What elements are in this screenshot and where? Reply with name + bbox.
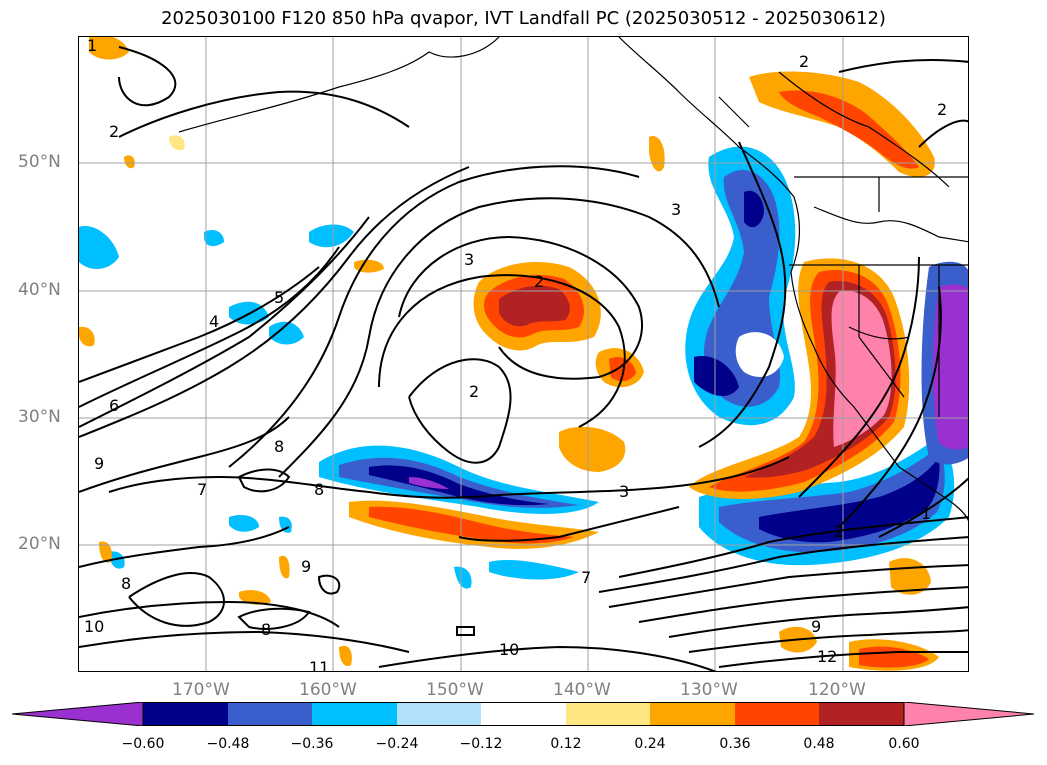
- colorbar-tick: 0.24: [634, 736, 666, 752]
- positive-anomaly-shading: [79, 37, 939, 671]
- contour-label: 1: [87, 37, 97, 55]
- latitude-label: 20°N: [18, 534, 61, 554]
- colorbar-tick: −0.24: [375, 736, 419, 752]
- contour-label: 2: [469, 382, 479, 401]
- contour-label: 4: [209, 312, 219, 331]
- latitude-label: 40°N: [18, 280, 61, 300]
- longitude-label: 160°W: [299, 680, 357, 700]
- contour-label: 2: [534, 272, 544, 291]
- contour-label: 8: [314, 480, 324, 499]
- colorbar: [11, 701, 1035, 727]
- colorbar-segment: [735, 702, 819, 726]
- contour-label: 3: [619, 482, 629, 501]
- longitude-label: 150°W: [426, 680, 484, 700]
- latitude-label: 30°N: [18, 407, 61, 427]
- contour-label: 3: [671, 200, 681, 219]
- contour-label: 9: [811, 617, 821, 636]
- colorbar-tick: −0.36: [290, 736, 334, 752]
- figure-title: 2025030100 F120 850 hPa qvapor, IVT Land…: [161, 8, 886, 29]
- contour-labels: 1 2 2 2 2 2 3 3 3 4 5 6 7 7 8 8 8 8 9 9 …: [84, 37, 947, 672]
- contour-label: 8: [274, 437, 284, 456]
- colorbar-tick: −0.12: [459, 736, 503, 752]
- contour-label: 9: [94, 454, 104, 473]
- contours: [79, 46, 968, 671]
- colorbar-tick: −0.48: [206, 736, 250, 752]
- latitude-label: 50°N: [18, 152, 61, 172]
- colorbar-segment: [312, 702, 397, 726]
- colorbar-segment: [566, 702, 650, 726]
- colorbar-tick: 0.60: [888, 736, 920, 752]
- colorbar-extend-max: [903, 701, 1035, 727]
- contour-label: 10: [84, 617, 104, 636]
- colorbar-tick: −0.60: [121, 736, 165, 752]
- longitude-label: 120°W: [808, 680, 866, 700]
- contour-label: 2: [937, 100, 947, 119]
- colorbar-segment: [228, 702, 312, 726]
- map-panel: 1 2 2 2 2 2 3 3 3 4 5 6 7 7 8 8 8 8 9 9 …: [78, 36, 969, 672]
- contour-label: 5: [274, 288, 284, 307]
- longitude-label: 170°W: [172, 680, 230, 700]
- contour-label: 12: [817, 647, 837, 666]
- colorbar-tick: 0.48: [803, 736, 835, 752]
- contour-label: 11: [309, 658, 329, 672]
- contour-label: 1: [921, 504, 931, 523]
- colorbar-segment: [819, 702, 904, 726]
- contour-label: 7: [197, 480, 207, 499]
- colorbar-segment: [143, 702, 228, 726]
- contour-label: 9: [301, 557, 311, 576]
- colorbar-extend-min: [11, 701, 144, 727]
- contour-label: 10: [499, 640, 519, 659]
- contour-label: 8: [261, 620, 271, 639]
- longitude-label: 140°W: [553, 680, 611, 700]
- colorbar-segment: [650, 702, 735, 726]
- contour-label: 7: [581, 568, 591, 587]
- colorbar-tick: 0.12: [550, 736, 582, 752]
- longitude-label: 130°W: [680, 680, 738, 700]
- contour-label: 2: [834, 522, 844, 541]
- colorbar-segment: [397, 702, 481, 726]
- colorbar-segment: [481, 702, 566, 726]
- contour-label: 2: [799, 52, 809, 71]
- contour-label: 6: [109, 396, 119, 415]
- contour-label: 8: [121, 574, 131, 593]
- contour-label: 2: [109, 122, 119, 141]
- contour-label: 3: [464, 250, 474, 269]
- colorbar-tick: 0.36: [719, 736, 751, 752]
